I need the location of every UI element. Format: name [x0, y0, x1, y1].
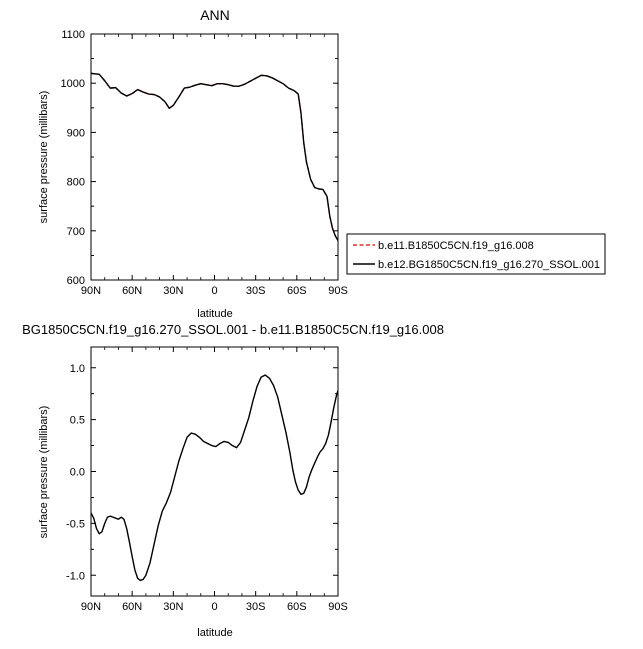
- top-x-tick-label: 90S: [328, 285, 348, 297]
- bottom-x-tick-label: 60N: [122, 601, 142, 613]
- bottom-y-axis-label: surface pressure (millibars): [38, 406, 50, 539]
- top-x-tick-label: 30N: [163, 285, 183, 297]
- top-y-tick-label: 1000: [61, 78, 85, 90]
- bottom-x-axis-label: latitude: [197, 627, 232, 639]
- top-x-tick-label: 60S: [287, 285, 307, 297]
- top-chart-title: ANN: [200, 7, 230, 23]
- top-x-tick-label: 60N: [122, 285, 142, 297]
- bottom-chart-title: BG1850C5CN.f19_g16.270_SSOL.001 - b.e11.…: [22, 322, 444, 337]
- top-y-axis-label: surface pressure (millibars): [38, 91, 50, 224]
- bottom-series-line-1: [91, 374, 338, 582]
- bottom-x-tick-label: 60S: [287, 601, 307, 613]
- legend-label-series-2: b.e12.BG1850C5CN.f19_g16.270_SSOL.001: [378, 259, 600, 271]
- bottom-plot-frame: [90, 346, 339, 597]
- top-y-tick-label: 800: [67, 177, 85, 189]
- top-x-tick-label: 90N: [81, 285, 101, 297]
- bottom-y-tick-label: 0.5: [70, 415, 85, 427]
- legend-label-series-1: b.e11.B1850C5CN.f19_g16.008: [378, 240, 534, 252]
- top-y-tick-label: 700: [67, 226, 85, 238]
- legend: b.e11.B1850C5CN.f19_g16.008 b.e12.BG1850…: [346, 233, 606, 275]
- top-y-tick-label: 600: [67, 275, 85, 287]
- bottom-x-tick-label: 90S: [328, 601, 348, 613]
- top-y-tick-label: 900: [67, 127, 85, 139]
- top-plot-frame: [90, 33, 339, 281]
- bottom-y-tick-label: -1.0: [66, 570, 85, 582]
- top-series-line-1: [91, 72, 338, 241]
- bottom-x-tick-label: 30S: [246, 601, 266, 613]
- top-y-tick-label: 1100: [61, 29, 85, 41]
- top-x-tick-label: 0: [211, 285, 217, 297]
- bottom-x-tick-label: 0: [211, 601, 217, 613]
- bottom-panel: BG1850C5CN.f19_g16.270_SSOL.001 - b.e11.…: [22, 322, 444, 639]
- legend-box: [346, 233, 606, 275]
- top-x-tick-label: 30S: [246, 285, 266, 297]
- bottom-x-tick-label: 30N: [163, 601, 183, 613]
- top-x-axis-label: latitude: [197, 308, 232, 320]
- top-panel: ANN surface pressure (millibars) latitud…: [38, 7, 606, 320]
- bottom-y-tick-label: 1.0: [70, 363, 85, 375]
- bottom-y-tick-label: -0.5: [66, 518, 85, 530]
- bottom-x-tick-label: 90N: [81, 601, 101, 613]
- bottom-y-tick-label: 0.0: [70, 467, 85, 479]
- top-series-line-2: [91, 72, 338, 241]
